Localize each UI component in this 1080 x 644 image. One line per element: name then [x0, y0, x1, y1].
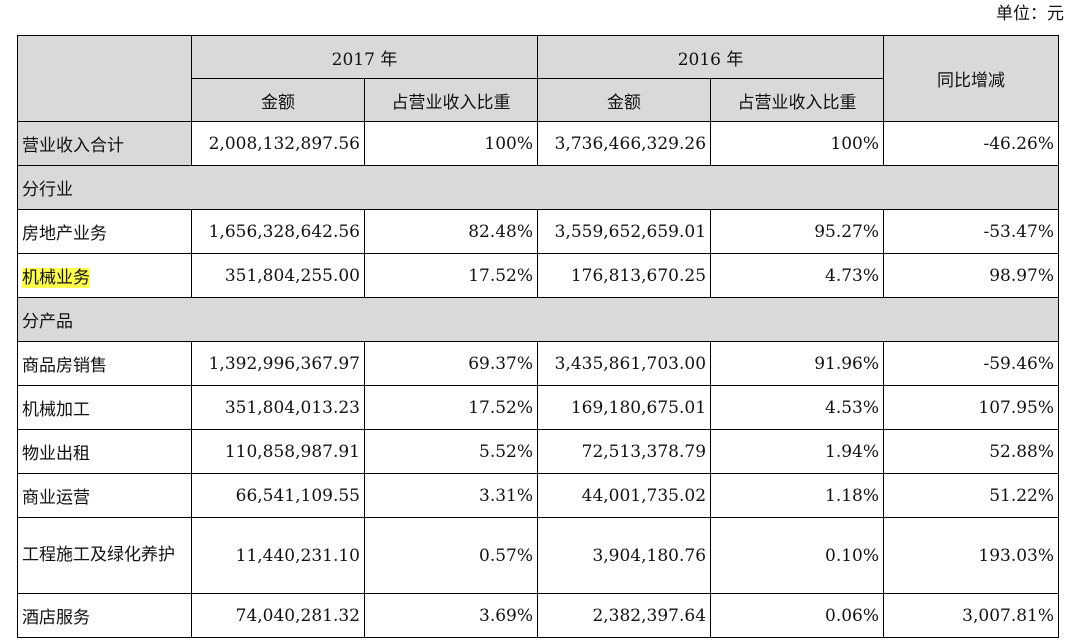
row-label: 机械业务 [17, 253, 192, 298]
row-label: 物业出租 [17, 429, 192, 474]
amount-2016: 44,001,735.02 [537, 473, 712, 518]
ratio-2016: 1.18% [710, 473, 885, 518]
ratio-2016: 95.27% [710, 209, 885, 254]
row-label: 机械加工 [17, 385, 192, 430]
ratio-2016: 4.73% [710, 253, 885, 298]
header-ratio-2017: 占营业收入比重 [363, 78, 539, 122]
table-row: 机械加工 351,804,013.23 17.52% 169,180,675.0… [17, 385, 1060, 430]
header-row-years: 2017 年 2016 年 同比增减 [17, 35, 1060, 122]
total-ratio-2016: 100% [710, 121, 885, 166]
yoy-change: -59.46% [883, 341, 1060, 386]
table-row: 商业运营 66,541,109.55 3.31% 44,001,735.02 1… [17, 473, 1060, 518]
header-year-2017: 2017 年 [190, 35, 539, 79]
yoy-change: 193.03% [883, 517, 1060, 594]
row-label: 工程施工及绿化养护 [17, 517, 192, 594]
header-row-columns: 金额 占营业收入比重 金额 占营业收入比重 [18, 78, 1059, 122]
ratio-2016: 0.06% [710, 593, 885, 638]
section-product-label: 分产品 [16, 297, 1060, 342]
total-ratio-2017: 100% [363, 121, 539, 166]
header-ratio-2016: 占营业收入比重 [710, 78, 885, 122]
ratio-2017: 5.52% [363, 429, 539, 474]
ratio-2017: 17.52% [363, 253, 539, 298]
header-blank-cell [17, 35, 192, 122]
yoy-change: 3,007.81% [883, 593, 1060, 638]
table-row: 房地产业务 1,656,328,642.56 82.48% 3,559,652,… [17, 209, 1060, 254]
ratio-2016: 0.10% [710, 517, 885, 594]
table-row: 物业出租 110,858,987.91 5.52% 72,513,378.79 … [17, 429, 1060, 474]
table-row: 商品房销售 1,392,996,367.97 69.37% 3,435,861,… [17, 341, 1060, 386]
amount-2017: 1,656,328,642.56 [191, 209, 365, 254]
amount-2017: 66,541,109.55 [191, 473, 365, 518]
row-label: 商品房销售 [17, 341, 192, 386]
ratio-2017: 3.69% [363, 593, 539, 638]
amount-2016: 3,904,180.76 [537, 517, 712, 594]
total-amount-2016: 3,736,466,329.26 [537, 121, 712, 166]
amount-2017: 351,804,013.23 [191, 385, 365, 430]
header-yoy: 同比增减 [883, 35, 1060, 122]
amount-2017: 351,804,255.00 [191, 253, 365, 298]
total-amount-2017: 2,008,132,897.56 [191, 121, 365, 166]
amount-2017: 74,040,281.32 [191, 593, 365, 638]
row-label: 房地产业务 [17, 209, 192, 254]
amount-2017: 1,392,996,367.97 [191, 341, 365, 386]
amount-2017: 11,440,231.10 [191, 517, 365, 594]
ratio-2017: 3.31% [363, 473, 539, 518]
total-label: 营业收入合计 [17, 121, 192, 166]
header-year-2016: 2016 年 [537, 35, 885, 79]
yoy-change: 98.97% [883, 253, 1060, 298]
amount-2016: 169,180,675.01 [537, 385, 712, 430]
amount-2016: 3,559,652,659.01 [537, 209, 712, 254]
revenue-breakdown-table: 2017 年 2016 年 同比增减 金额 占营业收入比重 金额 占营业收入比重… [16, 35, 1060, 638]
amount-2016: 72,513,378.79 [537, 429, 712, 474]
ratio-2017: 69.37% [363, 341, 539, 386]
row-label: 商业运营 [17, 473, 192, 518]
section-industry-label: 分行业 [16, 165, 1060, 210]
table-row: 工程施工及绿化养护 11,440,231.10 0.57% 3,904,180.… [17, 517, 1060, 594]
ratio-2017: 0.57% [363, 517, 539, 594]
amount-2017: 110,858,987.91 [191, 429, 365, 474]
yoy-change: 52.88% [883, 429, 1060, 474]
yoy-change: 51.22% [883, 473, 1060, 518]
unit-label: 单位：元 [996, 4, 1064, 24]
ratio-2016: 1.94% [710, 429, 885, 474]
header-amount-2017: 金额 [191, 78, 365, 122]
section-industry-row: 分行业 [16, 165, 1060, 210]
ratio-2017: 17.52% [363, 385, 539, 430]
yoy-change: 107.95% [883, 385, 1060, 430]
ratio-2016: 91.96% [710, 341, 885, 386]
yoy-change: -53.47% [883, 209, 1060, 254]
amount-2016: 3,435,861,703.00 [537, 341, 712, 386]
total-yoy: -46.26% [883, 121, 1060, 166]
amount-2016: 176,813,670.25 [537, 253, 712, 298]
total-row: 营业收入合计 2,008,132,897.56 100% 3,736,466,3… [17, 121, 1060, 166]
table-row: 机械业务 351,804,255.00 17.52% 176,813,670.2… [17, 253, 1060, 298]
row-label: 酒店服务 [17, 593, 192, 638]
table-row: 酒店服务 74,040,281.32 3.69% 2,382,397.64 0.… [17, 593, 1060, 638]
ratio-2016: 4.53% [710, 385, 885, 430]
section-product-row: 分产品 [16, 297, 1060, 342]
ratio-2017: 82.48% [363, 209, 539, 254]
header-amount-2016: 金额 [537, 78, 712, 122]
amount-2016: 2,382,397.64 [537, 593, 712, 638]
highlighted-label: 机械业务 [22, 268, 90, 288]
